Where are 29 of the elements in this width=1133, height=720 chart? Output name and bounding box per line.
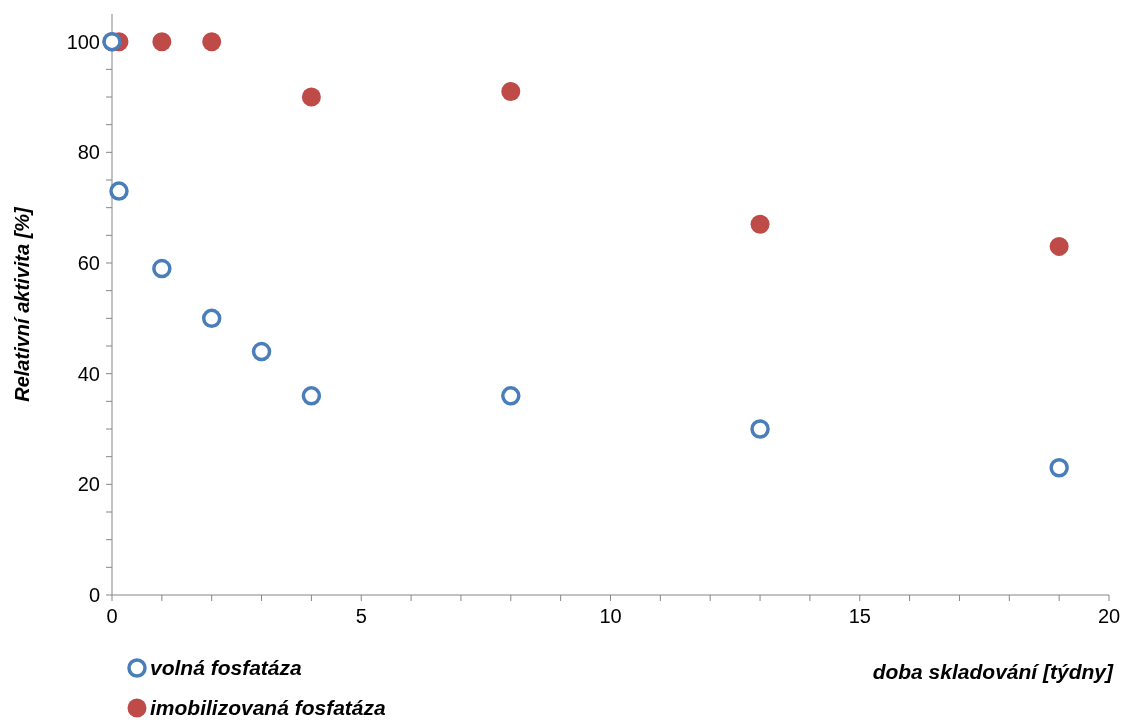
x-tick-label: 5	[355, 605, 367, 628]
legend-label: imobilizovaná fosfatáza	[150, 696, 386, 720]
x-axis-title: doba skladování [týdny]	[872, 660, 1113, 684]
point	[109, 181, 129, 201]
point	[301, 87, 321, 107]
legend-label: volná fosfatáza	[150, 656, 302, 680]
x-tick-label: 0	[106, 605, 118, 628]
x-tick-label: 20	[1097, 605, 1121, 628]
y-tick-label: 40	[77, 362, 100, 385]
y-tick-label: 20	[77, 473, 100, 496]
point	[750, 419, 770, 439]
point	[1049, 457, 1069, 478]
point	[251, 341, 272, 362]
point	[750, 214, 770, 234]
point	[152, 258, 172, 279]
x-tick-label: 10	[599, 605, 622, 628]
point	[1049, 236, 1069, 256]
y-tick-label: 100	[66, 30, 100, 53]
point	[501, 386, 521, 406]
y-axis-title: Relativní aktivita [%]	[11, 205, 34, 402]
point	[501, 81, 521, 101]
point	[301, 386, 322, 406]
point	[201, 308, 222, 329]
point	[152, 32, 172, 52]
y-tick-label: 80	[77, 141, 100, 164]
point	[202, 32, 222, 52]
y-tick-label: 0	[88, 584, 100, 607]
x-tick-label: 15	[848, 605, 871, 628]
y-tick-label: 60	[77, 252, 100, 275]
